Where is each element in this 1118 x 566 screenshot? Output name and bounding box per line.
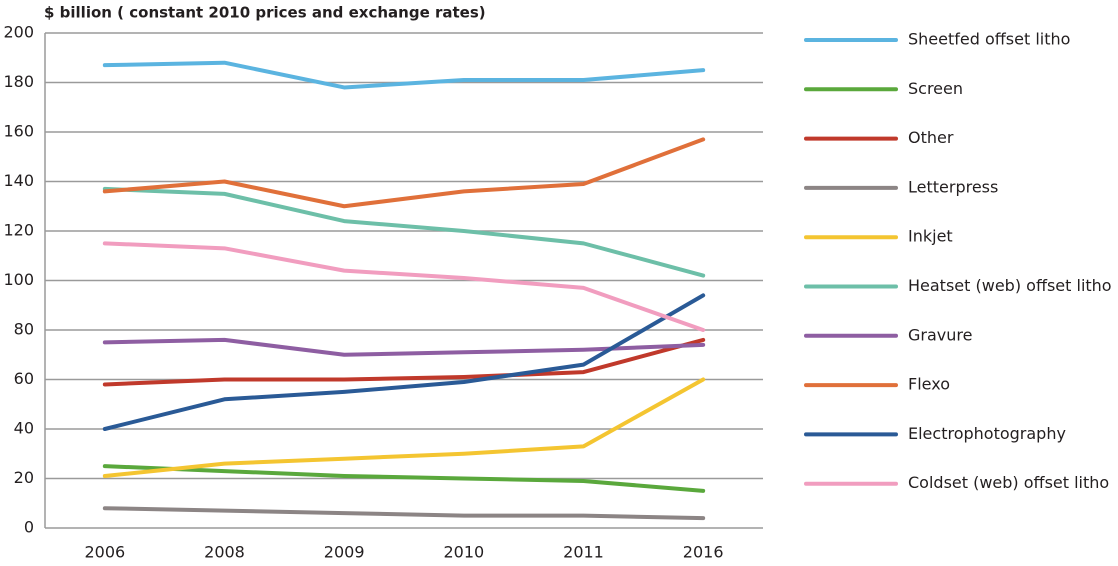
y-tick-label: 40: [14, 419, 34, 438]
legend-label: Sheetfed offset litho: [908, 30, 1070, 49]
line: [102, 377, 706, 479]
x-tick-label: 2010: [443, 543, 484, 562]
y-tick-label: 0: [24, 518, 34, 537]
y-tick-label: 160: [3, 122, 34, 141]
y-tick-label: 100: [3, 270, 34, 289]
line: [102, 137, 706, 209]
legend-label: Letterpress: [908, 177, 998, 196]
y-tick-label: 60: [14, 369, 34, 388]
legend-label: Other: [908, 128, 954, 147]
y-tick-label: 200: [3, 23, 34, 42]
y-tick-label: 80: [14, 320, 34, 339]
axis-title: $ billion ( constant 2010 prices and exc…: [44, 4, 486, 22]
line: [102, 337, 706, 357]
line: [102, 241, 706, 332]
x-tick-label: 2016: [683, 543, 724, 562]
line: [102, 337, 706, 387]
x-tick-label: 2006: [84, 543, 125, 562]
y-tick-label: 20: [14, 468, 34, 487]
line: [102, 60, 706, 90]
y-tick-label: 180: [3, 72, 34, 91]
line: [102, 464, 706, 493]
y-tick-label: 120: [3, 221, 34, 240]
x-tick-label: 2008: [204, 543, 245, 562]
legend-label: Inkjet: [908, 227, 953, 246]
legend-label: Electrophotography: [908, 424, 1066, 443]
y-tick-label: 140: [3, 171, 34, 190]
legend-label: Heatset (web) offset litho: [908, 276, 1112, 295]
legend-label: Coldset (web) offset litho: [908, 473, 1109, 492]
legend-label: Gravure: [908, 325, 972, 344]
legend-label: Flexo: [908, 375, 950, 394]
line: [102, 293, 706, 431]
line: [102, 186, 706, 278]
x-tick-label: 2009: [324, 543, 365, 562]
legend-label: Screen: [908, 79, 963, 98]
line: [102, 506, 706, 521]
x-tick-label: 2011: [563, 543, 604, 562]
